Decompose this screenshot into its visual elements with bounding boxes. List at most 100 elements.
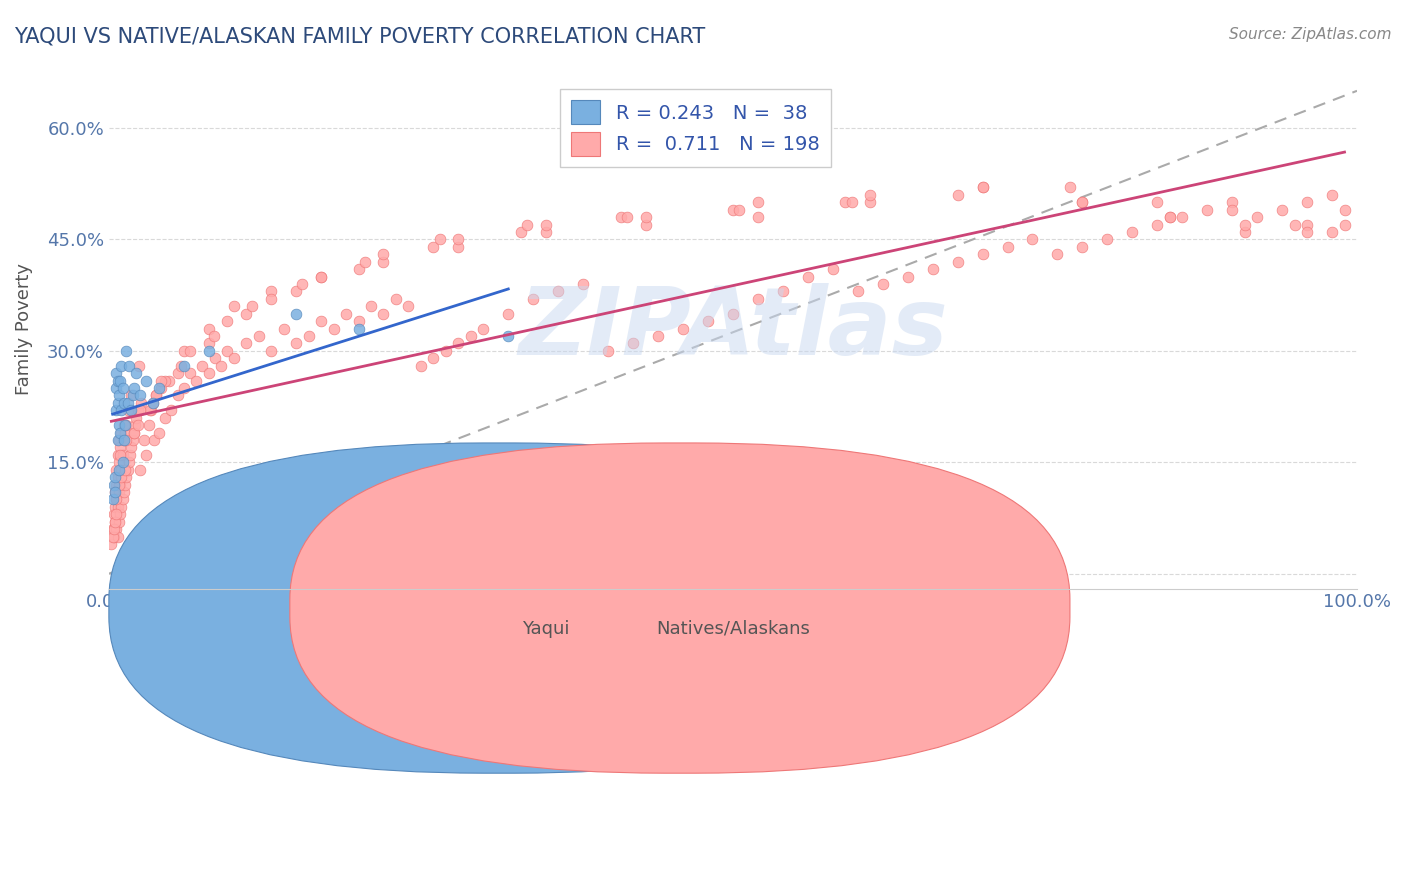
- Point: [222, 299, 245, 313]
- Point: [135, 374, 157, 388]
- Point: [1333, 202, 1355, 217]
- Point: [260, 285, 283, 299]
- Point: [100, 537, 122, 551]
- Point: [153, 374, 176, 388]
- Point: [572, 277, 595, 291]
- Point: [373, 307, 395, 321]
- Point: [972, 180, 994, 194]
- Point: [107, 433, 129, 447]
- Point: [132, 433, 155, 447]
- Point: [142, 433, 165, 447]
- Point: [129, 463, 152, 477]
- Point: [112, 396, 135, 410]
- Point: [697, 314, 720, 328]
- Point: [105, 463, 128, 477]
- Point: [166, 388, 188, 402]
- Point: [197, 366, 219, 380]
- Point: [1046, 247, 1069, 261]
- Point: [104, 515, 127, 529]
- Point: [859, 195, 882, 210]
- Point: [946, 254, 969, 268]
- Point: [197, 321, 219, 335]
- Point: [1296, 195, 1319, 210]
- Point: [841, 195, 863, 210]
- Point: [104, 500, 127, 514]
- Point: [101, 522, 124, 536]
- Point: [202, 329, 225, 343]
- Point: [309, 269, 332, 284]
- Point: [1320, 225, 1343, 239]
- Point: [112, 433, 135, 447]
- Point: [235, 307, 257, 321]
- Point: [111, 455, 134, 469]
- Point: [797, 269, 820, 284]
- Point: [609, 210, 631, 224]
- Point: [347, 321, 370, 335]
- Point: [148, 425, 170, 440]
- Point: [112, 433, 135, 447]
- Point: [108, 463, 131, 477]
- Y-axis label: Family Poverty: Family Poverty: [15, 262, 32, 394]
- Point: [108, 388, 131, 402]
- Point: [114, 463, 136, 477]
- Point: [186, 374, 208, 388]
- Point: [115, 433, 138, 447]
- Point: [728, 202, 751, 217]
- Text: ZIPAtlas: ZIPAtlas: [517, 283, 948, 375]
- Point: [157, 374, 180, 388]
- Point: [108, 515, 131, 529]
- Point: [422, 240, 444, 254]
- Point: [396, 299, 419, 313]
- Point: [1146, 218, 1168, 232]
- Point: [522, 292, 544, 306]
- Point: [118, 359, 141, 373]
- Point: [1121, 225, 1143, 239]
- Point: [260, 343, 283, 358]
- Point: [472, 321, 495, 335]
- Point: [222, 351, 245, 366]
- Point: [103, 522, 125, 536]
- Point: [1296, 225, 1319, 239]
- Point: [235, 336, 257, 351]
- Point: [360, 299, 382, 313]
- Point: [1220, 202, 1243, 217]
- Point: [197, 343, 219, 358]
- Point: [1233, 225, 1256, 239]
- Point: [347, 314, 370, 328]
- Point: [921, 262, 943, 277]
- Point: [598, 343, 620, 358]
- Point: [112, 485, 135, 500]
- Point: [127, 403, 149, 417]
- Point: [120, 441, 142, 455]
- Point: [173, 381, 195, 395]
- Point: [121, 388, 143, 402]
- Point: [112, 418, 135, 433]
- Point: [166, 366, 188, 380]
- Point: [110, 403, 132, 417]
- Point: [846, 285, 869, 299]
- Point: [110, 425, 132, 440]
- Point: [498, 329, 520, 343]
- Point: [447, 232, 470, 246]
- Point: [160, 403, 183, 417]
- Point: [107, 396, 129, 410]
- Point: [409, 359, 432, 373]
- FancyBboxPatch shape: [108, 443, 889, 773]
- Point: [108, 418, 131, 433]
- Text: Natives/Alaskans: Natives/Alaskans: [657, 620, 810, 638]
- Point: [447, 336, 470, 351]
- Point: [104, 485, 127, 500]
- Point: [173, 343, 195, 358]
- Point: [108, 455, 131, 469]
- Point: [747, 292, 769, 306]
- Point: [120, 403, 142, 417]
- Point: [434, 343, 457, 358]
- Point: [105, 522, 128, 536]
- Point: [105, 381, 128, 395]
- Point: [103, 508, 125, 522]
- Point: [108, 425, 131, 440]
- Point: [291, 277, 314, 291]
- Point: [747, 210, 769, 224]
- Point: [721, 307, 744, 321]
- Point: [1333, 218, 1355, 232]
